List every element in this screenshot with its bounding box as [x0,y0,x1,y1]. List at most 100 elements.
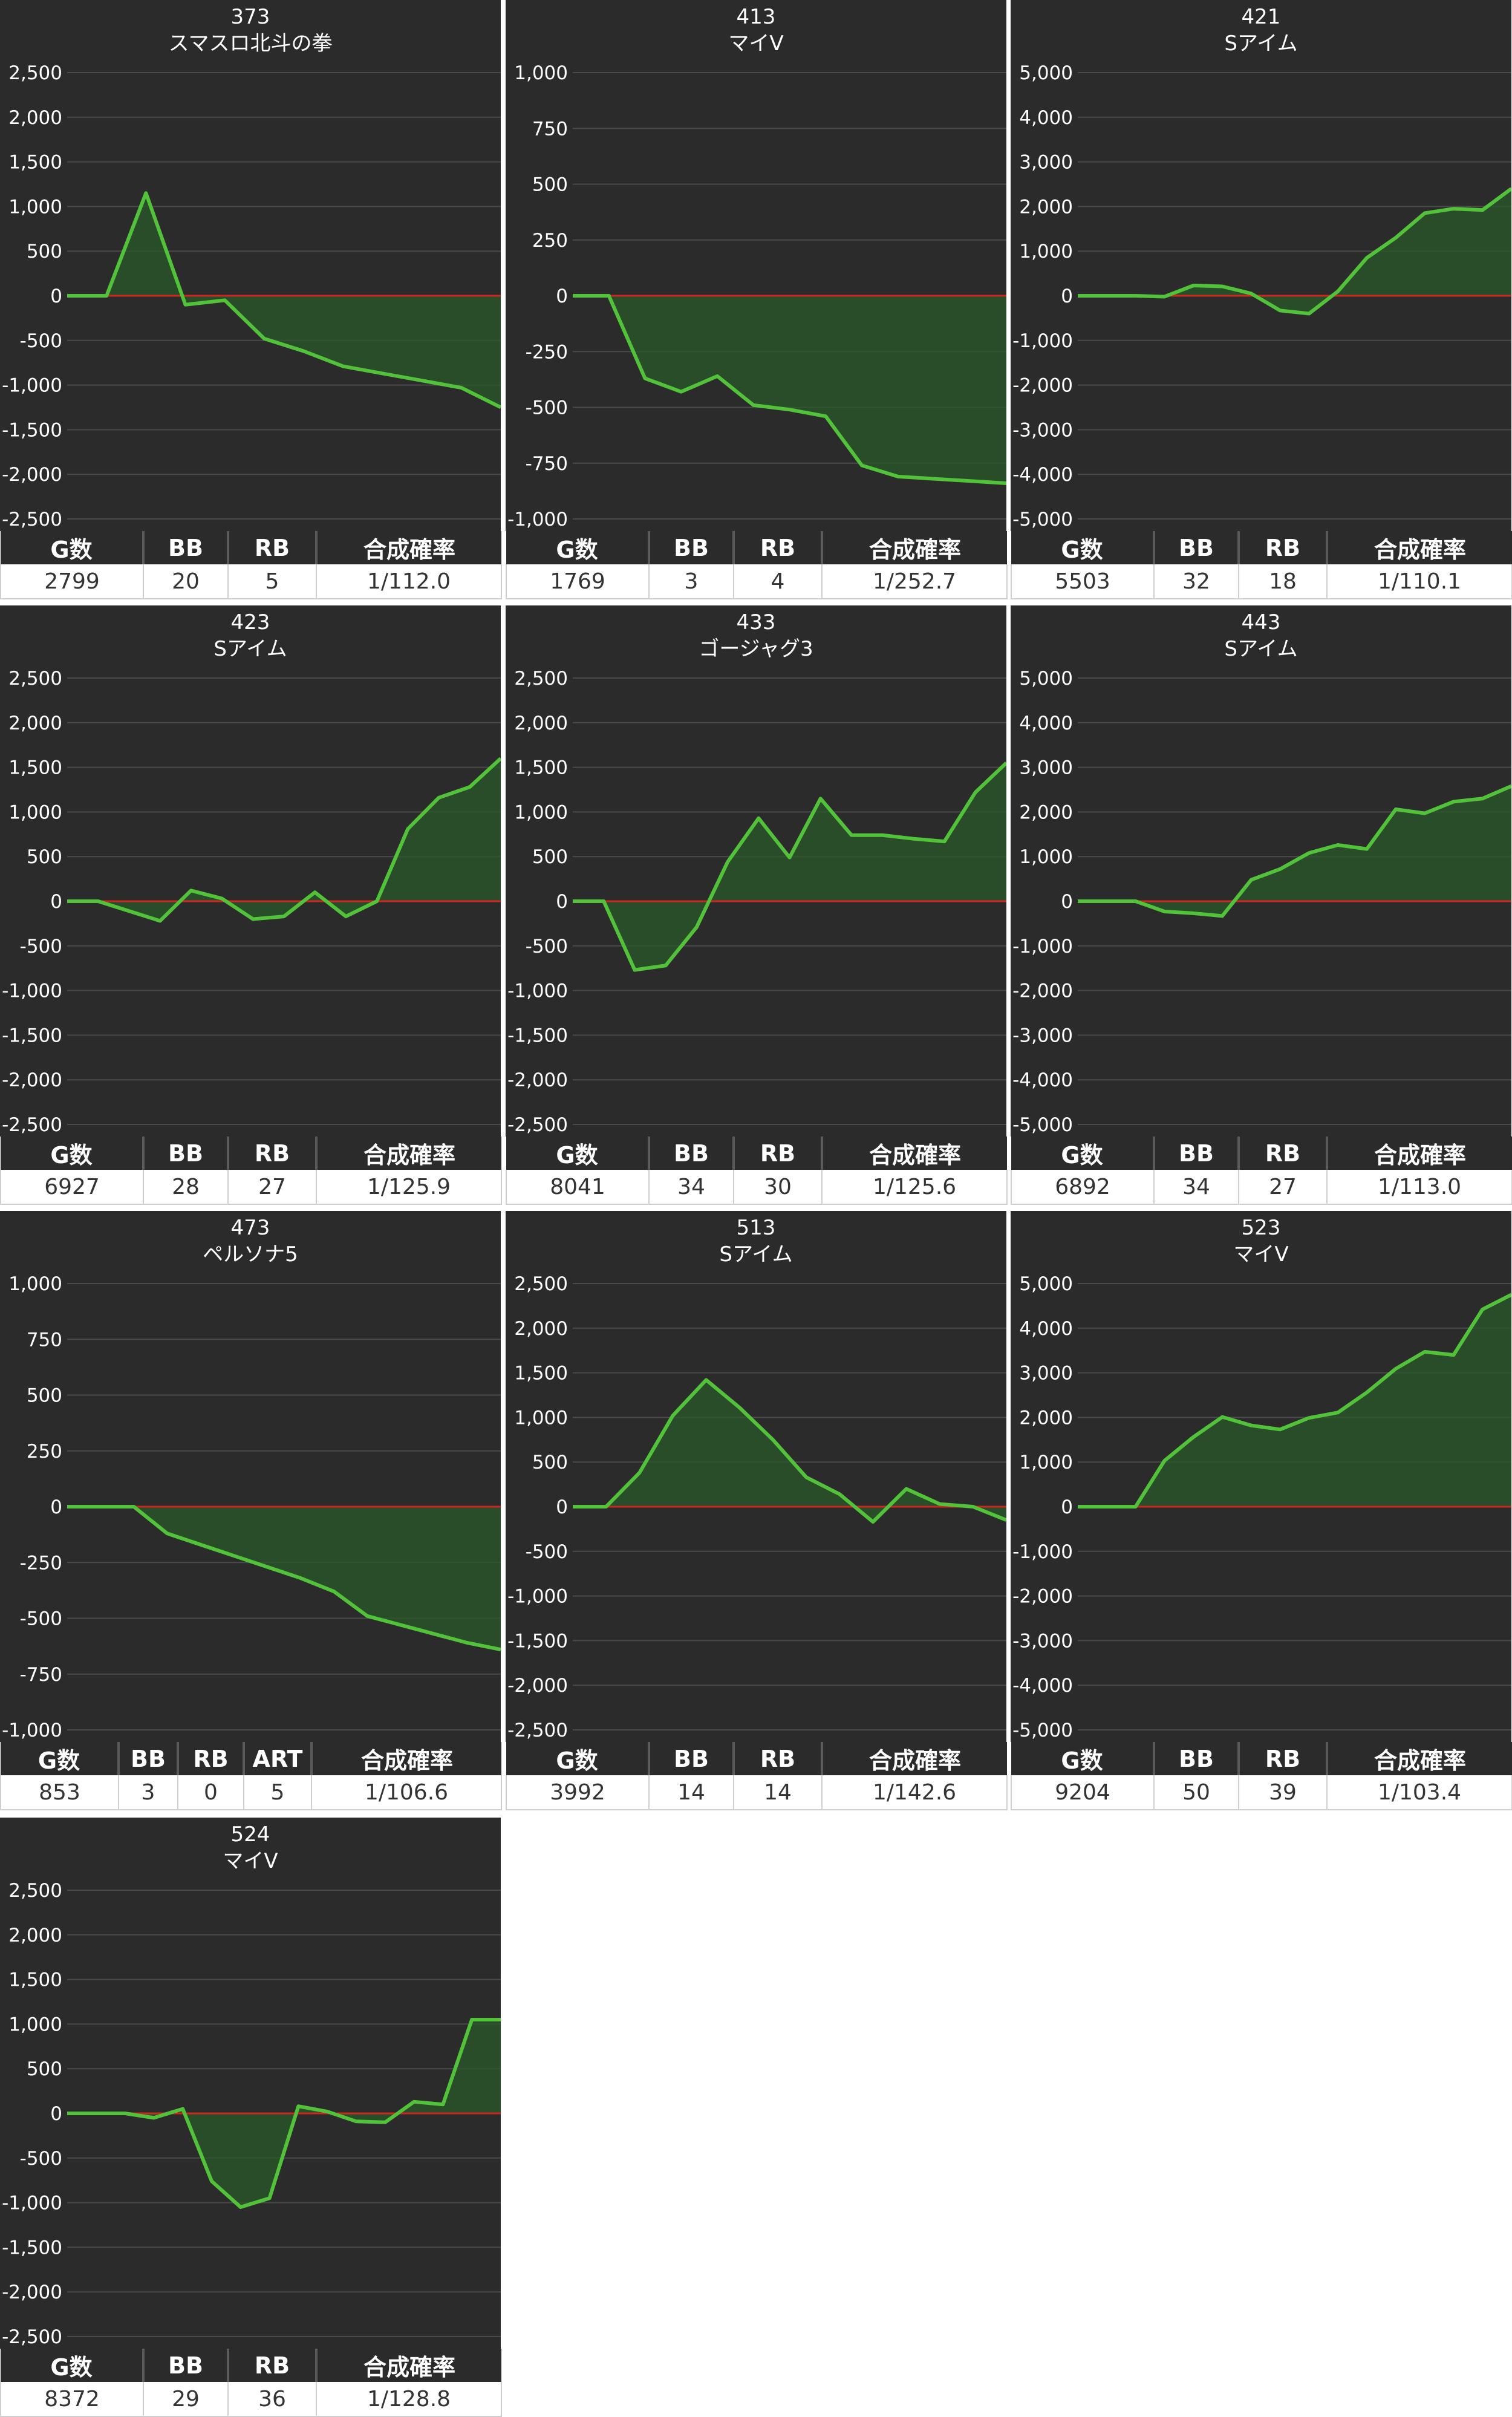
stats-header: RB [177,1742,244,1775]
stats-header: G数 [1,1137,143,1170]
y-tick-label: 0 [50,1496,62,1518]
stats-table: G数 BB RB 合成確率 6927 28 27 1/125.9 [0,1137,502,1205]
chart-panel: 473 ペルソナ5 1,000 750 500 250 0 -250 -500 -750 -1,00… [0,1211,501,1742]
y-tick-label: 0 [556,1496,568,1518]
y-tick-label: -1,000 [2,375,62,397]
stats-value-bb: 32 [1153,564,1239,599]
stats-header: RB [732,531,822,564]
line-chart: 5,000 4,000 3,000 2,000 1,000 0 -1,000 -2,000 -3… [1012,1273,1511,1741]
y-tick-label: -1,000 [2,1720,62,1741]
chart-panel: 523 マイV 5,000 4,000 3,000 2,000 1,000 0 -1,000 -2… [1011,1211,1511,1742]
stats-value-g: 1769 [506,564,649,599]
y-tick-label: 750 [532,118,568,140]
series-area [573,1380,1006,1522]
y-tick-label: 0 [50,2103,62,2125]
y-tick-label: 2,500 [8,1880,62,1902]
y-tick-label: 750 [27,1329,62,1351]
series-area [573,763,1006,970]
series-line [1078,1293,1511,1509]
chart-panel: 421 Sアイム 5,000 4,000 3,000 2,000 1,000 0 -1,000 -… [1011,0,1511,531]
series-line [67,757,501,923]
stats-table: G数 BB RB ART 合成確率 853 3 0 5 1/106.6 [0,1742,502,1810]
series-line [573,1378,1006,1524]
stats-value-prob: 1/106.6 [311,1775,502,1810]
machine-chart-423: 423 Sアイム 2,500 2,000 1,500 1,000 500 0 -500 -1,00… [0,605,502,1205]
y-tick-label: -2,000 [507,1675,568,1697]
y-tick-label: 2,000 [514,1318,568,1340]
series-line [1078,784,1511,918]
machine-chart-523: 523 マイV 5,000 4,000 3,000 2,000 1,000 0 -1,000 -2… [1011,1211,1512,1810]
stats-table: G数 BB RB 合成確率 5503 32 18 1/110.1 [1011,531,1512,599]
y-tick-label: -2,000 [1012,375,1073,397]
stats-header: RB [227,2349,316,2382]
line-chart: 2,500 2,000 1,500 1,000 500 0 -500 -1,000 -1,500… [2,1880,501,2348]
y-tick-label: 2,500 [8,668,62,690]
y-tick-label: -5,000 [1012,1114,1073,1136]
stats-header: BB [142,531,228,564]
series-area [1078,188,1511,314]
chart-panel: 524 マイV 2,500 2,000 1,500 1,000 500 0 -500 -1,000… [0,1818,501,2349]
y-tick-label: 3,000 [1019,1363,1073,1385]
chart-panel: 423 Sアイム 2,500 2,000 1,500 1,000 500 0 -500 -1,00… [0,605,501,1137]
machine-number: 433 [736,610,776,634]
machine-name: マイV [1233,1242,1289,1267]
line-chart: 2,500 2,000 1,500 1,000 500 0 -500 -1,000 -1,500… [507,1273,1006,1741]
line-chart: 5,000 4,000 3,000 2,000 1,000 0 -1,000 -2,000 -3… [1012,62,1511,530]
machine-chart-473: 473 ペルソナ5 1,000 750 500 250 0 -250 -500 -750 -1,00… [0,1211,502,1810]
y-tick-label: 5,000 [1019,1273,1073,1295]
machine-number: 373 [230,5,270,29]
stats-value-rb: 27 [1238,1170,1327,1205]
y-tick-label: 1,500 [8,757,62,779]
line-chart: 1,000 750 500 250 0 -250 -500 -750 -1,000 [507,62,1006,530]
y-tick-label: -1,500 [507,1630,568,1652]
y-tick-label: -1,000 [507,509,568,530]
y-tick-label: 2,000 [1019,1407,1073,1429]
stats-header: BB [648,1742,734,1775]
stats-value-bb: 50 [1153,1775,1239,1810]
y-tick-label: 500 [27,846,62,868]
stats-value-prob: 1/110.1 [1326,564,1512,599]
series-area [1078,1294,1511,1507]
y-tick-label: 1,500 [514,757,568,779]
y-tick-label: 2,000 [1019,196,1073,218]
stats-value-bb: 34 [1153,1170,1239,1205]
y-tick-label: 4,000 [1019,1318,1073,1340]
series-area [1078,786,1511,916]
machine-number: 524 [230,1822,270,1847]
y-tick-label: 0 [50,891,62,913]
machine-number: 473 [230,1216,270,1240]
y-tick-label: 4,000 [1019,713,1073,734]
stats-value-g: 6927 [0,1170,143,1205]
stats-value-prob: 1/252.7 [821,564,1008,599]
stats-table: G数 BB RB 合成確率 8041 34 30 1/125.6 [506,1137,1008,1205]
series-area [573,296,1006,483]
line-chart: 1,000 750 500 250 0 -250 -500 -750 -1,000 [2,1273,501,1741]
stats-header: G数 [1,2349,143,2382]
machine-number: 423 [230,610,270,634]
y-tick-label: -2,500 [2,2326,62,2348]
machine-name: Sアイム [213,637,287,661]
stats-value-rb: 36 [227,2382,316,2417]
series-line [573,294,1006,485]
stats-header: 合成確率 [315,531,501,564]
y-tick-label: -500 [20,1608,62,1630]
chart-panel: 373 スマスロ北斗の拳 2,500 2,000 1,500 1,000 500 0 -500 -… [0,0,501,531]
stats-table: G数 BB RB 合成確率 1769 3 4 1/252.7 [506,531,1008,599]
stats-header: RB [1237,531,1327,564]
stats-header: RB [732,1137,822,1170]
y-tick-label: 500 [27,2058,62,2080]
y-tick-label: 0 [556,891,568,913]
stats-value-rb: 30 [733,1170,822,1205]
y-tick-label: 1,000 [1019,1452,1073,1473]
y-tick-label: 500 [27,1385,62,1407]
series-line [1078,187,1511,316]
stats-value-prob: 1/103.4 [1326,1775,1512,1810]
stats-value-g: 3992 [506,1775,649,1810]
stats-value-g: 9204 [1011,1775,1154,1810]
y-tick-label: -500 [20,330,62,352]
y-tick-label: 2,000 [8,107,62,129]
y-tick-label: -2,000 [507,1069,568,1091]
stats-value-g: 853 [0,1775,119,1810]
stats-value-g: 8041 [506,1170,649,1205]
y-tick-label: 5,000 [1019,62,1073,84]
